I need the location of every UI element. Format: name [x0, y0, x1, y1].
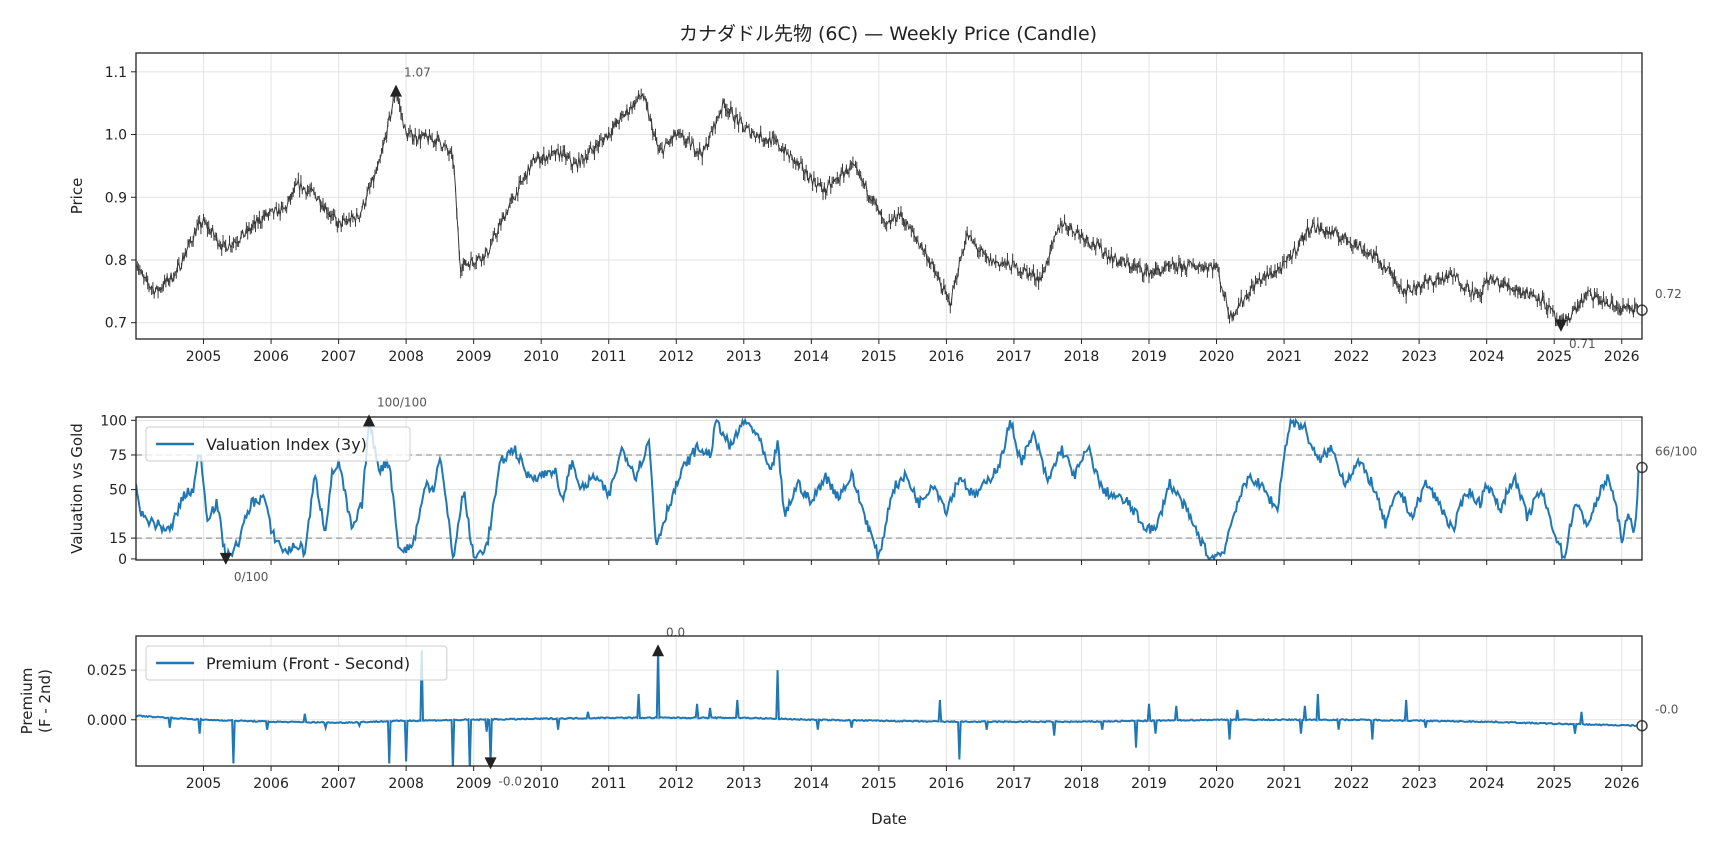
- x-tick-label: 2005: [186, 776, 222, 792]
- y-axis-label: (F - 2nd): [36, 669, 54, 733]
- y-tick-label: 0: [118, 552, 127, 568]
- max-marker-icon: [652, 644, 665, 657]
- min-marker-icon: [219, 552, 232, 565]
- last-value-annotation: 0.72: [1655, 287, 1682, 301]
- x-tick-label: 2011: [591, 776, 627, 792]
- min-marker-icon: [1554, 319, 1567, 332]
- x-tick-label: 2012: [658, 776, 694, 792]
- x-tick-label: 2026: [1604, 776, 1640, 792]
- x-tick-label: 2006: [253, 349, 289, 365]
- x-tick-label: 2019: [1131, 776, 1167, 792]
- x-tick-label: 2022: [1334, 776, 1370, 792]
- y-tick-label: 0.9: [105, 190, 127, 206]
- x-tick-label: 2017: [996, 776, 1032, 792]
- x-tick-label: 2023: [1401, 349, 1437, 365]
- max-annotation: 100/100: [377, 395, 427, 409]
- y-tick-label: 0.025: [87, 663, 127, 679]
- y-tick-label: 100: [100, 413, 127, 429]
- price-line: [136, 92, 1640, 326]
- x-tick-label: 2023: [1401, 776, 1437, 792]
- y-tick-label: 0.7: [105, 316, 127, 332]
- x-tick-label: 2013: [726, 349, 762, 365]
- y-tick-label: 15: [109, 531, 127, 547]
- max-annotation: 1.07: [404, 66, 431, 80]
- min-annotation: -0.0: [499, 774, 522, 788]
- x-tick-label: 2010: [523, 776, 559, 792]
- x-tick-label: 2013: [726, 776, 762, 792]
- x-tick-label: 2026: [1604, 349, 1640, 365]
- x-tick-label: 2018: [1064, 349, 1100, 365]
- x-tick-label: 2006: [253, 776, 289, 792]
- x-tick-label: 2011: [591, 349, 627, 365]
- y-tick-label: 1.1: [105, 65, 127, 81]
- x-tick-label: 2015: [861, 776, 897, 792]
- x-tick-label: 2014: [794, 776, 830, 792]
- y-tick-label: 0.8: [105, 253, 127, 269]
- x-tick-label: 2018: [1064, 776, 1100, 792]
- chart-title: カナダドル先物 (6C) — Weekly Price (Candle): [679, 23, 1097, 45]
- x-tick-label: 2022: [1334, 349, 1370, 365]
- x-tick-label: 2019: [1131, 349, 1167, 365]
- y-tick-label: 0.000: [87, 713, 127, 729]
- legend: Valuation Index (3y): [145, 426, 411, 462]
- x-axis-label: Date: [871, 810, 907, 828]
- y-axis-label: Price: [68, 178, 86, 215]
- x-tick-label: 2024: [1469, 776, 1505, 792]
- axes-frame: [135, 416, 1643, 561]
- legend-label: Premium (Front - Second): [206, 654, 410, 673]
- x-tick-label: 2025: [1536, 776, 1572, 792]
- x-tick-label: 2017: [996, 349, 1032, 365]
- x-tick-label: 2025: [1536, 349, 1572, 365]
- data-layer: [136, 650, 1639, 766]
- axes-frame: [135, 635, 1643, 767]
- max-marker-icon: [362, 414, 375, 427]
- x-tick-label: 2024: [1469, 349, 1505, 365]
- x-tick-label: 2021: [1266, 349, 1302, 365]
- legend: Premium (Front - Second): [145, 645, 448, 681]
- x-tick-label: 2005: [186, 349, 222, 365]
- last-value-annotation: 66/100: [1655, 444, 1697, 458]
- legend-label: Valuation Index (3y): [206, 435, 367, 454]
- x-tick-label: 2009: [456, 776, 492, 792]
- legend-box: [145, 645, 448, 681]
- x-tick-label: 2009: [456, 349, 492, 365]
- x-tick-label: 2008: [388, 349, 424, 365]
- x-tick-label: 2010: [523, 349, 559, 365]
- last-value-annotation: -0.0: [1655, 703, 1678, 717]
- premium-line: [136, 650, 1639, 766]
- x-tick-label: 2020: [1199, 349, 1235, 365]
- x-tick-label: 2021: [1266, 776, 1302, 792]
- y-tick-label: 1.0: [105, 128, 127, 144]
- y-axis-label: Valuation vs Gold: [68, 423, 86, 554]
- x-tick-label: 2008: [388, 776, 424, 792]
- max-marker-icon: [390, 84, 403, 97]
- panel-2: 0 15 50 75 100 100/100 0/100 66/100 Valuation vs…: [68, 395, 1697, 584]
- x-tick-label: 2016: [929, 349, 965, 365]
- panel-3: 0.000 0.025 2005 2006 2007 2008 2009 2010 2011 20…: [18, 625, 1678, 828]
- x-tick-label: 2015: [861, 349, 897, 365]
- x-tick-label: 2016: [929, 776, 965, 792]
- x-tick-label: 2007: [321, 349, 357, 365]
- legend-box: [145, 426, 411, 462]
- min-annotation: 0.71: [1569, 337, 1596, 351]
- max-annotation: 0.0: [666, 625, 685, 639]
- data-layer: [136, 88, 1640, 327]
- axes-frame: [135, 52, 1643, 340]
- min-marker-icon: [484, 757, 497, 770]
- x-tick-label: 2020: [1199, 776, 1235, 792]
- min-annotation: 0/100: [234, 570, 269, 584]
- panel-1: 0.7 0.8 0.9 1.0 1.1 2005 2006 2007 2008 2009 2010 2…: [68, 52, 1682, 365]
- x-tick-label: 2007: [321, 776, 357, 792]
- x-tick-label: 2014: [794, 349, 830, 365]
- y-axis-label: Premium: [18, 668, 36, 735]
- y-tick-label: 75: [109, 448, 127, 464]
- x-tick-label: 2012: [658, 349, 694, 365]
- y-tick-label: 50: [109, 483, 127, 499]
